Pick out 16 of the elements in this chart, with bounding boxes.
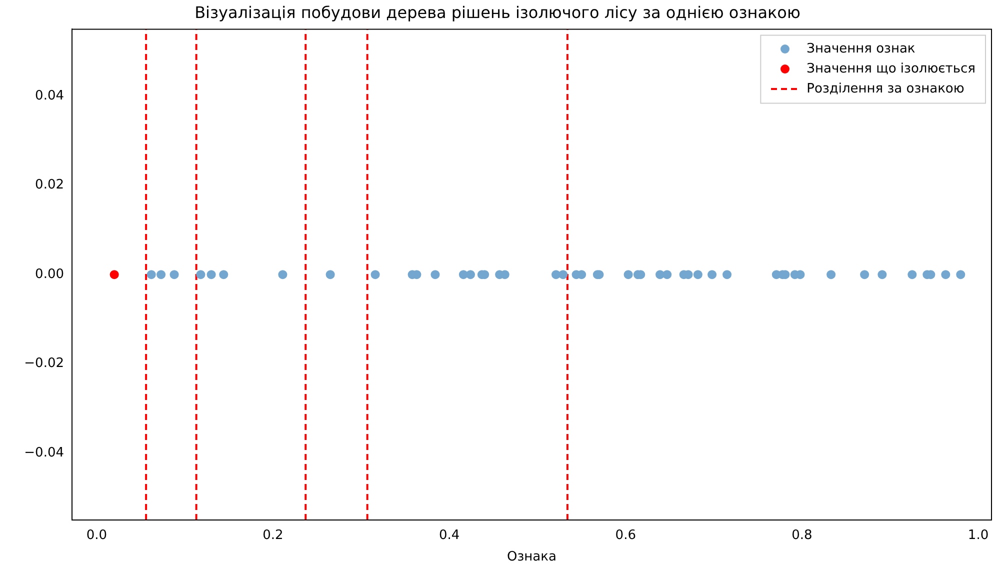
- x-axis-title: Ознака: [507, 550, 556, 565]
- y-tick-label: −0.04: [24, 445, 64, 460]
- x-tick-label: 0.8: [792, 528, 812, 544]
- y-tick-label: −0.02: [24, 356, 64, 372]
- x-tick-label: 0.2: [262, 528, 284, 544]
- legend-label: Значення ознак: [806, 41, 916, 56]
- x-tick-label: 0.0: [86, 528, 108, 544]
- y-tick-label: 0.00: [35, 266, 64, 282]
- legend-label: Розділення за ознакою: [806, 81, 964, 96]
- y-tick-label: 0.02: [35, 178, 64, 193]
- chart-title: Візуалізація побудови дерева рішень ізолючого лісу за однією ознакою: [194, 2, 800, 22]
- x-tick-label: 0.4: [438, 528, 460, 544]
- x-tick-label: 0.6: [615, 528, 636, 544]
- x-tick-label: 1.0: [968, 528, 989, 544]
- legend-label: Значення що ізолюється: [806, 61, 976, 76]
- y-tick-label: 0.04: [35, 88, 64, 104]
